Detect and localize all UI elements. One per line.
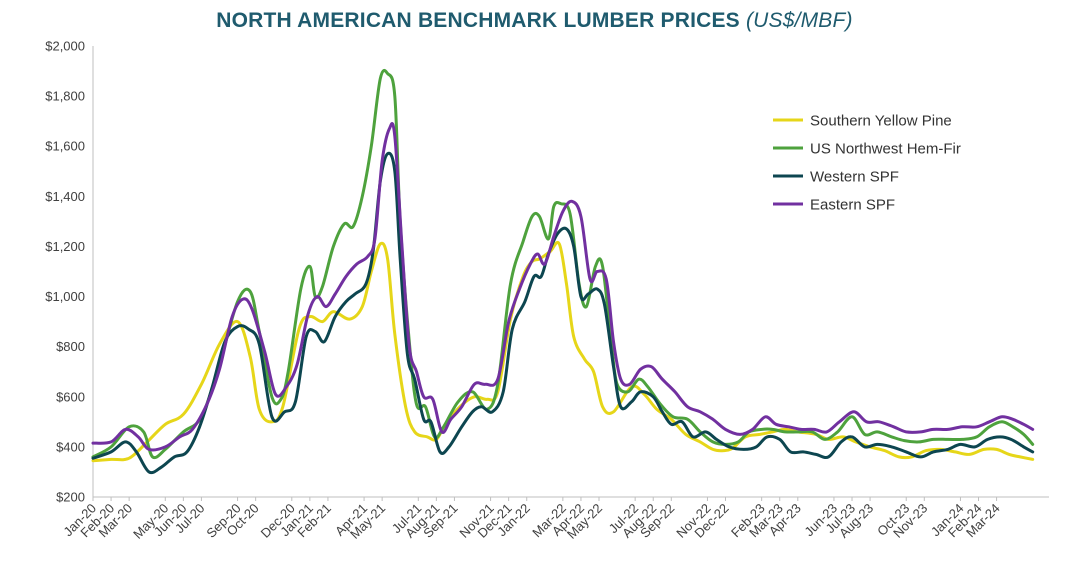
legend-label-eastern-spf: Eastern SPF bbox=[810, 197, 895, 214]
chart-title-main: NORTH AMERICAN BENCHMARK LUMBER PRICES bbox=[216, 9, 740, 32]
y-tick-label: $1,600 bbox=[45, 139, 85, 154]
series-lines bbox=[91, 68, 1035, 475]
y-tick-label: $1,800 bbox=[45, 89, 85, 104]
y-tick-label: $1,400 bbox=[45, 189, 85, 204]
legend-label-western-spf: Western SPF bbox=[810, 169, 899, 186]
y-tick-label: $1,000 bbox=[45, 289, 85, 304]
y-tick-label: $400 bbox=[56, 439, 85, 454]
series-line-us-northwest-hem-fir bbox=[91, 68, 1035, 460]
legend-label-us-northwest-hem-fir: US Northwest Hem-Fir bbox=[810, 141, 961, 158]
series-line-western-spf bbox=[91, 151, 1035, 475]
series-line-eastern-spf bbox=[91, 122, 1035, 452]
y-tick-label: $2,000 bbox=[45, 39, 85, 54]
chart-title: NORTH AMERICAN BENCHMARK LUMBER PRICES (… bbox=[0, 9, 1069, 33]
x-axis: Jan-20Feb-20Mar-20May-20Jun-20Jul-20Sep-… bbox=[60, 496, 1049, 542]
y-tick-label: $1,200 bbox=[45, 239, 85, 254]
legend-label-southern-yellow-pine: Southern Yellow Pine bbox=[810, 113, 952, 130]
legend: Southern Yellow Pine US Northwest Hem-Fir… bbox=[773, 113, 961, 214]
y-tick-label: $800 bbox=[56, 339, 85, 354]
series-line-southern-yellow-pine bbox=[91, 240, 1035, 463]
chart-title-unit: (US$/MBF) bbox=[745, 9, 853, 32]
y-tick-label: $600 bbox=[56, 389, 85, 404]
y-tick-label: $200 bbox=[56, 490, 85, 505]
y-axis: $200 $400 $600 $800 $1,000 $1,200 $1,400 $1,600… bbox=[45, 39, 94, 505]
